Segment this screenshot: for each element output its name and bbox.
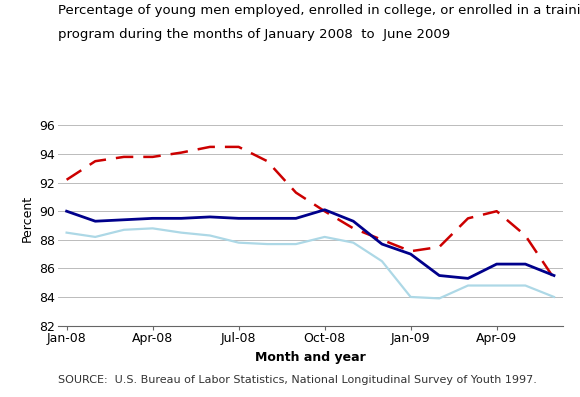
Reweighted nonveterans — [92, 219, 99, 224]
Text: SOURCE:  U.S. Bureau of Labor Statistics, National Longitudinal Survey of Youth : SOURCE: U.S. Bureau of Labor Statistics,… — [58, 375, 537, 385]
Line: Nonveterans: Nonveterans — [67, 228, 554, 299]
Veterans — [235, 145, 242, 149]
Nonveterans — [321, 235, 328, 239]
Nonveterans — [92, 235, 99, 239]
Reweighted nonveterans — [407, 252, 414, 256]
Reweighted nonveterans — [121, 218, 128, 222]
Text: Percentage of young men employed, enrolled in college, or enrolled in a training: Percentage of young men employed, enroll… — [58, 4, 580, 17]
Veterans — [379, 237, 386, 242]
Veterans — [407, 249, 414, 254]
Veterans — [149, 154, 156, 159]
Reweighted nonveterans — [235, 216, 242, 221]
Nonveterans — [149, 226, 156, 231]
Nonveterans — [350, 240, 357, 245]
Reweighted nonveterans — [149, 216, 156, 221]
Nonveterans — [235, 240, 242, 245]
Veterans — [63, 177, 70, 182]
Veterans — [206, 145, 213, 149]
Reweighted nonveterans — [321, 207, 328, 212]
Reweighted nonveterans — [178, 216, 185, 221]
Veterans — [465, 216, 472, 221]
Reweighted nonveterans — [63, 209, 70, 214]
Reweighted nonveterans — [292, 216, 299, 221]
Reweighted nonveterans — [465, 276, 472, 281]
Veterans — [436, 245, 443, 249]
Veterans — [292, 190, 299, 195]
Nonveterans — [522, 283, 529, 288]
Veterans — [493, 209, 500, 214]
Reweighted nonveterans — [436, 273, 443, 278]
Nonveterans — [206, 233, 213, 238]
Reweighted nonveterans — [350, 219, 357, 224]
Nonveterans — [436, 296, 443, 301]
Line: Veterans: Veterans — [67, 147, 554, 278]
Reweighted nonveterans — [264, 216, 271, 221]
Veterans — [550, 276, 557, 281]
Reweighted nonveterans — [550, 273, 557, 278]
Nonveterans — [292, 242, 299, 247]
Veterans — [321, 209, 328, 214]
Veterans — [92, 159, 99, 164]
Nonveterans — [178, 230, 185, 235]
Nonveterans — [121, 227, 128, 232]
Nonveterans — [407, 295, 414, 299]
Nonveterans — [465, 283, 472, 288]
Veterans — [350, 226, 357, 231]
Veterans — [178, 150, 185, 155]
Nonveterans — [63, 230, 70, 235]
Reweighted nonveterans — [522, 262, 529, 266]
Reweighted nonveterans — [379, 242, 386, 247]
Y-axis label: Percent: Percent — [21, 195, 34, 242]
Veterans — [522, 233, 529, 238]
Nonveterans — [550, 295, 557, 299]
Nonveterans — [493, 283, 500, 288]
Reweighted nonveterans — [493, 262, 500, 266]
Line: Reweighted nonveterans: Reweighted nonveterans — [67, 210, 554, 278]
Veterans — [121, 154, 128, 159]
Nonveterans — [379, 259, 386, 264]
Reweighted nonveterans — [206, 214, 213, 219]
Veterans — [264, 159, 271, 164]
Nonveterans — [264, 242, 271, 247]
Text: program during the months of January 2008  to  June 2009: program during the months of January 200… — [58, 28, 450, 41]
X-axis label: Month and year: Month and year — [255, 351, 365, 364]
